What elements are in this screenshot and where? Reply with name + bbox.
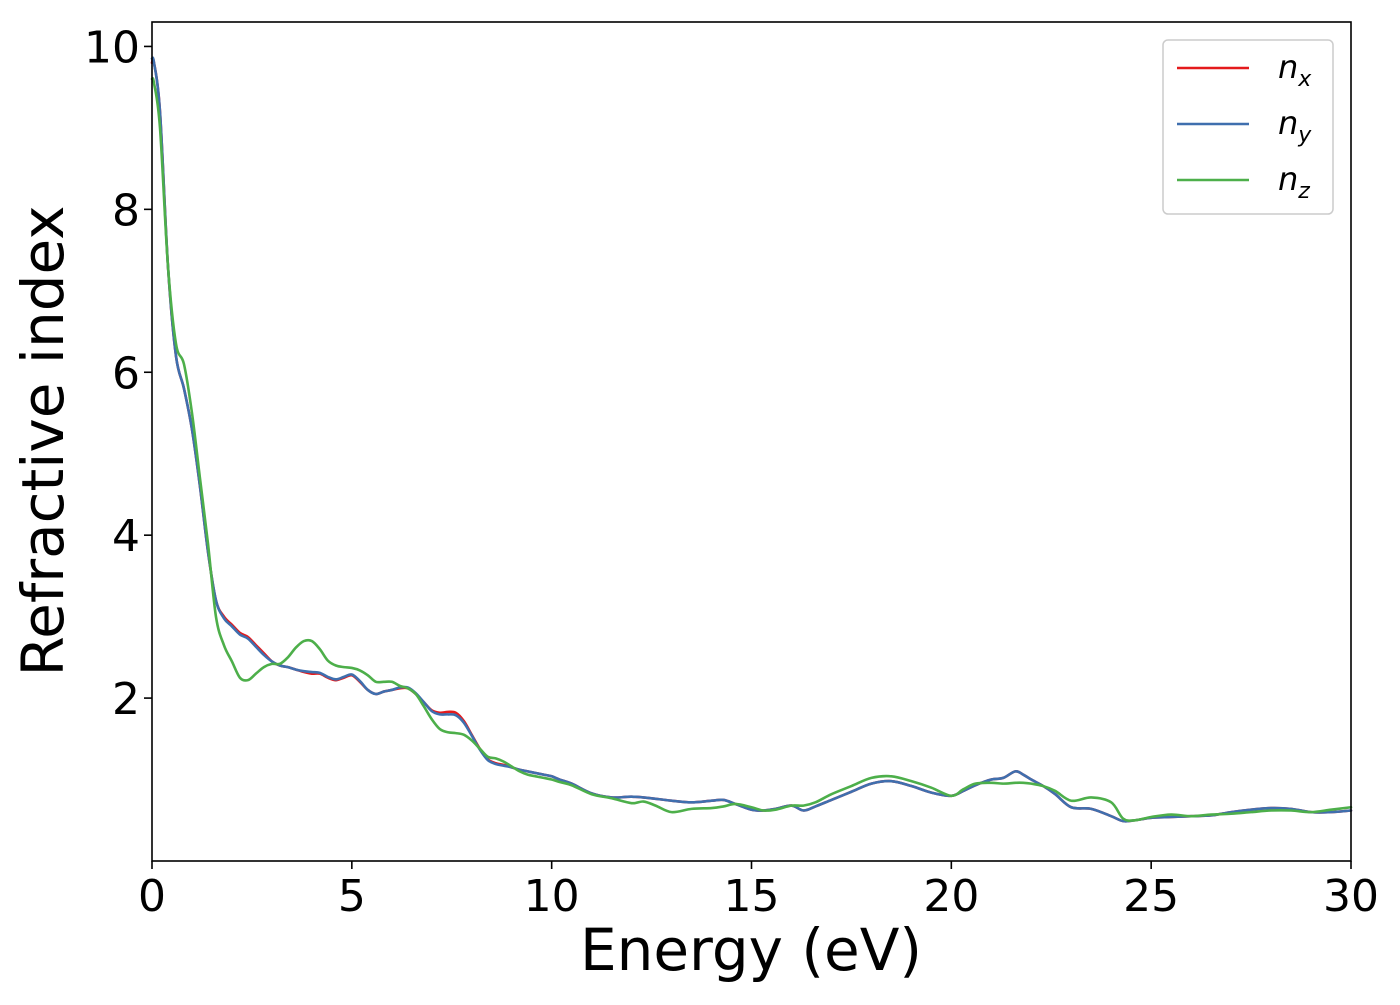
y-axis-title: Refractive index xyxy=(9,205,77,676)
x-tick-label: 10 xyxy=(524,871,580,922)
x-tick-label: 5 xyxy=(338,871,366,922)
plot-background xyxy=(152,22,1351,861)
y-tick-label: 10 xyxy=(84,22,140,73)
x-tick-label: 20 xyxy=(923,871,979,922)
x-axis-title: Energy (eV) xyxy=(580,916,922,984)
legend-label-subscript: z xyxy=(1297,179,1310,204)
plot-frame xyxy=(151,21,1352,862)
legend-label-base: n xyxy=(1278,160,1298,198)
x-tick-label: 0 xyxy=(138,871,166,922)
series-layer xyxy=(150,56,1353,823)
y-axis-ticks: 2 4 6 8 10 xyxy=(84,22,152,725)
legend-label-subscript: y xyxy=(1297,123,1312,148)
legend-label-base: n xyxy=(1278,104,1298,142)
y-tick-label: 4 xyxy=(112,511,140,562)
series-line-z xyxy=(150,76,1353,822)
legend-label-base: n xyxy=(1278,48,1298,86)
x-axis-ticks: 0 5 10 15 20 25 30 xyxy=(138,861,1379,922)
x-tick-label: 15 xyxy=(724,871,780,922)
x-tick-label: 30 xyxy=(1323,871,1379,922)
x-tick-label: 25 xyxy=(1123,871,1179,922)
y-tick-label: 6 xyxy=(112,348,140,399)
legend-label-y: ny xyxy=(1278,104,1312,148)
legend-box xyxy=(1162,39,1334,215)
legend-label-subscript: x xyxy=(1297,67,1312,92)
y-tick-label: 8 xyxy=(112,185,140,236)
y-tick-label: 2 xyxy=(112,674,140,725)
legend-label-x: nx xyxy=(1278,48,1312,92)
legend-label-z: nz xyxy=(1278,160,1310,204)
